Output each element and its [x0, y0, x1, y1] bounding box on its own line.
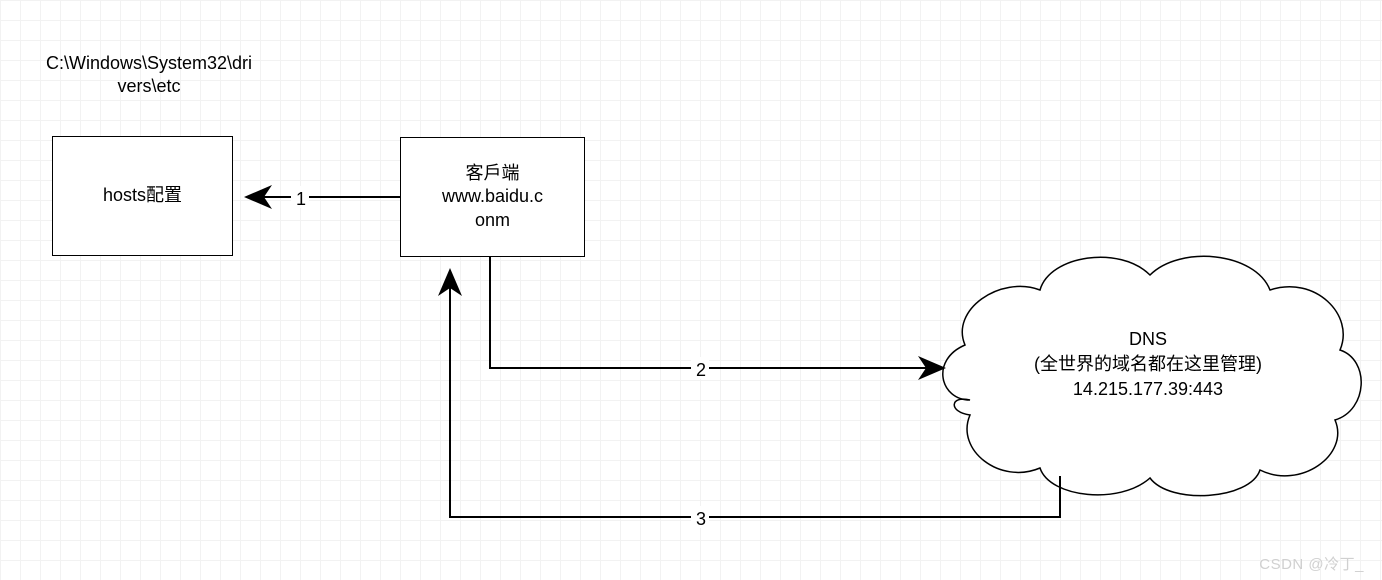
edge-2-label: 2: [696, 360, 706, 380]
dns-line1: DNS: [1129, 329, 1167, 349]
edge-1-label: 1: [296, 189, 306, 209]
dns-line2: (全世界的域名都在这里管理): [1034, 354, 1262, 374]
watermark: CSDN @冷丁_: [1259, 553, 1364, 574]
edge-1: 1: [248, 186, 400, 209]
edge-layer: DNS (全世界的域名都在这里管理) 14.215.177.39:443 1 2: [0, 0, 1382, 580]
diagram-canvas: C:\Windows\System32\dri vers\etc hosts配置…: [0, 0, 1382, 580]
edge-2: 2: [490, 257, 942, 380]
edge-3-label: 3: [696, 509, 706, 529]
dns-line3: 14.215.177.39:443: [1073, 379, 1223, 399]
node-dns-cloud: DNS (全世界的域名都在这里管理) 14.215.177.39:443: [943, 256, 1361, 495]
